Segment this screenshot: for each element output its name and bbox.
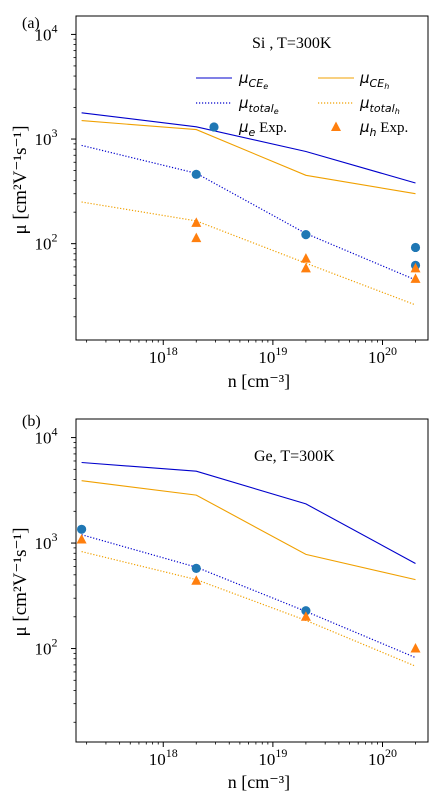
data-point-circle — [410, 242, 421, 253]
y-tick-label: 104 — [35, 21, 58, 44]
data-point-triangle — [410, 273, 421, 283]
series-line-2 — [81, 144, 416, 281]
data-point-circle — [301, 230, 311, 240]
data-point-triangle — [191, 217, 202, 227]
x-tick-label: 1018 — [149, 746, 178, 769]
legend-label-4: μe Exp. — [238, 118, 287, 139]
legend-label-1: μCEh — [359, 69, 389, 91]
series-line-3 — [81, 551, 416, 667]
material-annotation: Si , T=300K — [252, 35, 332, 52]
series-line-1 — [81, 480, 416, 581]
chart-panel-b: 1018 1019 1020 102 103 104(b) Ge, T=300K n [cm⁻… — [10, 413, 429, 792]
y-tick-label: 103 — [35, 126, 58, 149]
legend: μCEe μCEh μtotale μtotalh μe Exp. μh Exp. — [196, 69, 408, 139]
series-line-0 — [81, 461, 416, 564]
y-tick-label: 104 — [35, 425, 58, 448]
x-axis-label: n [cm⁻³] — [228, 772, 290, 792]
x-tick-label: 1020 — [368, 746, 397, 769]
x-tick-label: 1019 — [258, 344, 287, 367]
legend-label-3: μtotalh — [359, 94, 400, 116]
y-tick-label: 103 — [35, 530, 58, 553]
legend-label-5: μh Exp. — [359, 118, 408, 139]
series-line-2 — [81, 534, 416, 659]
data-point-triangle — [191, 575, 202, 585]
series-line-1 — [81, 120, 416, 195]
plot-area — [81, 461, 416, 667]
data-point-triangle — [300, 262, 311, 273]
y-axis-label: μ [cm²V⁻¹s⁻¹] — [10, 125, 31, 234]
data-point-triangle — [300, 611, 311, 621]
series-line-3 — [81, 201, 416, 306]
data-point-circle — [191, 563, 201, 574]
data-point-circle — [301, 606, 311, 616]
panel-label: (a) — [22, 15, 40, 32]
x-tick-label: 1019 — [258, 746, 287, 769]
x-axis-label: n [cm⁻³] — [228, 371, 290, 391]
data-point-triangle — [410, 643, 421, 653]
legend-swatch-4 — [209, 122, 219, 132]
legend-label-0: μCEe — [238, 69, 268, 91]
y-tick-label: 102 — [35, 231, 58, 254]
x-tick-label: 1020 — [368, 344, 397, 367]
y-axis-label: μ [cm²V⁻¹s⁻¹] — [10, 527, 31, 636]
legend-label-2: μtotale — [238, 94, 279, 116]
series-line-0 — [81, 112, 416, 184]
panel-label: (b) — [22, 413, 41, 430]
data-point-circle — [191, 169, 201, 179]
data-point-triangle — [410, 262, 421, 273]
material-annotation: Ge, T=300K — [254, 448, 335, 465]
data-point-triangle — [300, 253, 311, 263]
x-tick-label: 1018 — [149, 344, 178, 367]
data-point-triangle — [191, 232, 202, 243]
data-point-circle — [77, 524, 87, 534]
plot-frame — [75, 15, 429, 341]
y-tick-label: 102 — [35, 636, 58, 659]
plot-frame — [75, 418, 429, 743]
legend-swatch-5 — [331, 121, 341, 131]
plot-area — [81, 112, 416, 306]
data-point-triangle — [76, 534, 87, 544]
chart-panel-a: 1018 1019 1020 102 103 104(a) Si , T=300K n [cm… — [10, 15, 429, 391]
